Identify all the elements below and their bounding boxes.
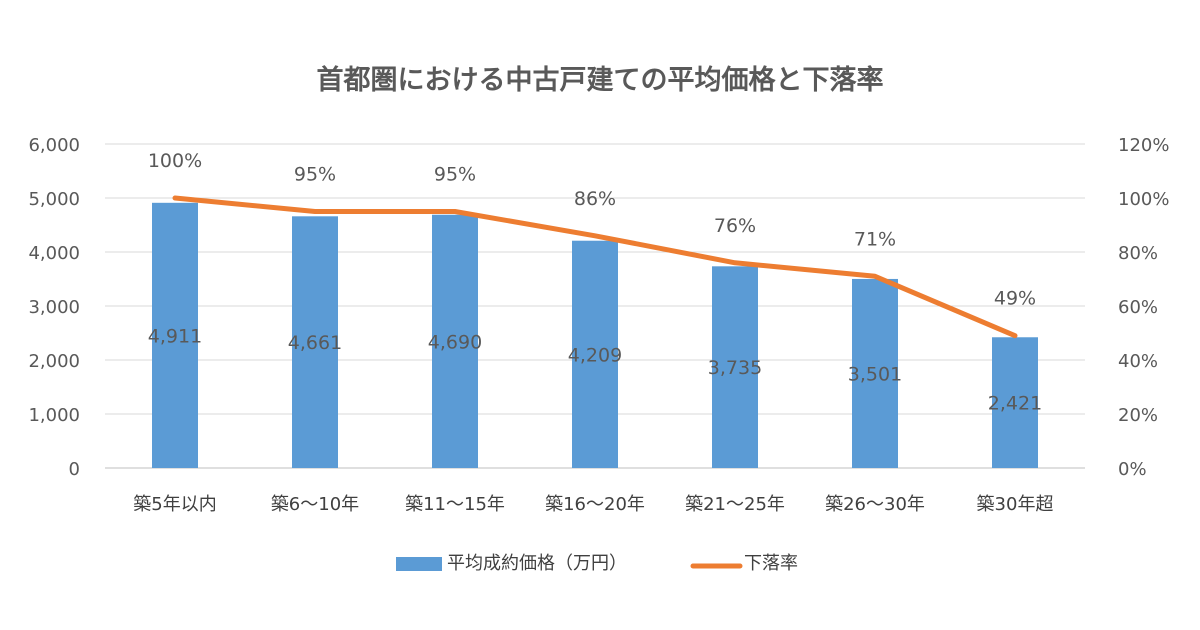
bar-value-label: 4,209 [568,344,622,366]
y-left-tick-label: 1,000 [28,405,80,426]
legend: 平均成約価格（万円） 下落率 [396,553,798,574]
bar-value-label: 4,661 [288,332,342,354]
bar [572,240,618,468]
axes: 0 1,000 2,000 3,000 4,000 5,000 6,000 0% 20% 40% 6… [28,135,1169,515]
bar-value-label: 4,911 [148,325,202,347]
bar [852,278,898,468]
chart-title: 首都圏における中古戸建ての平均価格と下落率 [317,64,884,96]
x-tick-label: 築16～20年 [545,494,645,515]
legend-label-bar: 平均成約価格（万円） [447,553,627,574]
bar [992,337,1038,468]
x-tick-label: 築30年超 [977,494,1054,515]
y-left-tick-label: 0 [69,459,80,480]
y-right-tick-label: 120% [1118,135,1169,156]
bars [152,202,1038,468]
y-right-tick-label: 20% [1118,405,1158,426]
line-value-label: 71% [854,228,896,250]
bar [712,266,758,468]
y-right-tick-label: 80% [1118,243,1158,264]
bar-value-label: 3,501 [848,363,902,385]
legend-label-line: 下落率 [744,553,798,574]
y-right-tick-label: 60% [1118,297,1158,318]
x-tick-label: 築21～25年 [685,494,785,515]
y-right-tick-label: 0% [1118,459,1147,480]
line-value-label: 76% [714,215,756,237]
line-value-label: 95% [294,164,336,186]
line-value-label: 49% [994,288,1036,310]
x-tick-label: 築26～30年 [825,494,925,515]
bar [292,216,338,468]
line-value-label: 86% [574,188,616,210]
y-left-tick-label: 2,000 [28,351,80,372]
bar [152,202,198,468]
data-labels: 4,911 100% 4,661 95% 4,690 95% 4,209 86% 3,735 76… [148,150,1042,415]
line-value-label: 95% [434,164,476,186]
y-right-tick-label: 100% [1118,189,1169,210]
line-value-label: 100% [148,150,202,172]
y-right-tick-label: 40% [1118,351,1158,372]
x-tick-label: 築6～10年 [271,494,359,515]
line-series [172,195,1018,339]
y-left-tick-label: 4,000 [28,243,80,264]
y-left-tick-label: 5,000 [28,189,80,210]
bar-value-label: 3,735 [708,357,762,379]
x-tick-label: 築11～15年 [405,494,505,515]
legend-swatch-bar [396,557,442,571]
x-tick-label: 築5年以内 [133,494,216,515]
y-left-tick-label: 6,000 [28,135,80,156]
bar-value-label: 4,690 [428,331,482,353]
bar-value-label: 2,421 [988,393,1042,415]
y-left-tick-label: 3,000 [28,297,80,318]
line-path [172,195,1018,339]
bar [432,214,478,468]
